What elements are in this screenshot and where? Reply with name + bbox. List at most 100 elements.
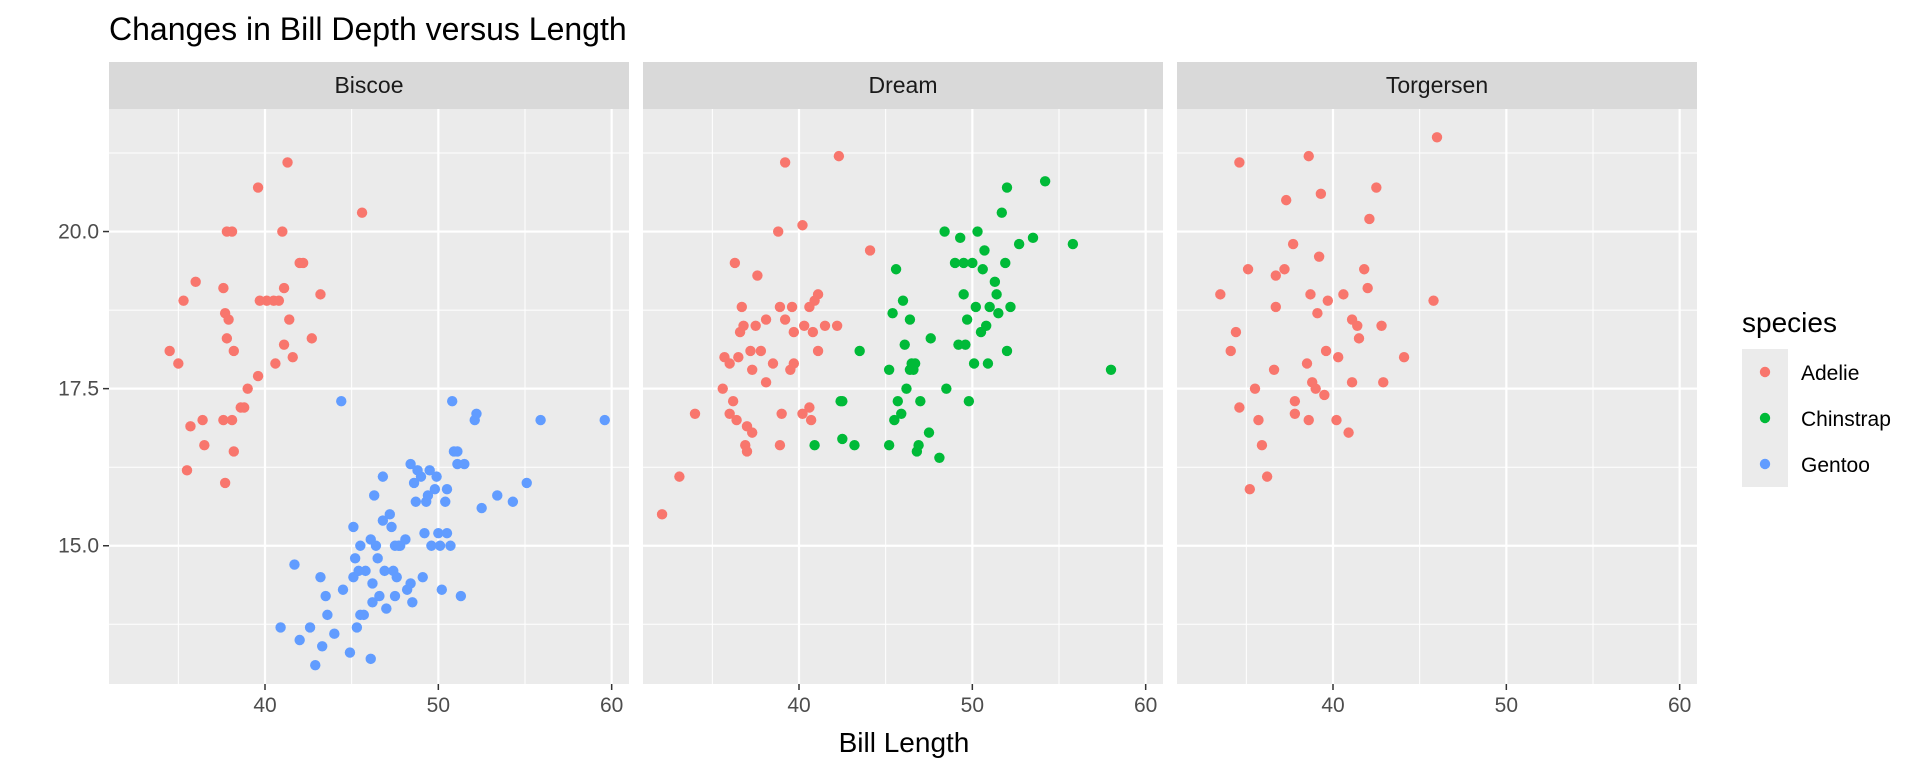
data-point: [963, 396, 975, 407]
data-point: [1353, 333, 1365, 344]
panel-background: [1177, 109, 1697, 684]
data-point: [1343, 427, 1354, 438]
y-tick-label: 15.0: [58, 535, 99, 558]
data-point: [379, 565, 390, 577]
data-point: [1013, 238, 1025, 250]
data-point: [320, 590, 331, 602]
data-point: [405, 578, 416, 589]
data-point: [1305, 289, 1316, 300]
data-point: [173, 358, 184, 369]
x-tick-label: 50: [1495, 694, 1518, 717]
data-point: [294, 634, 305, 646]
data-point: [1261, 471, 1273, 482]
data-point: [901, 383, 912, 394]
data-point: [1359, 264, 1370, 275]
data-point: [317, 641, 328, 652]
data-point: [410, 496, 421, 507]
data-point: [890, 264, 902, 275]
facet-strip-label: Biscoe: [334, 72, 403, 98]
data-point: [181, 465, 193, 476]
facet-biscoe: Biscoe 40 50 60 15.0 17.5 20.0: [58, 62, 629, 717]
data-point: [915, 396, 926, 407]
data-point: [1270, 270, 1282, 281]
data-point: [747, 364, 758, 375]
data-point: [1346, 377, 1358, 388]
x-tick-label: 50: [961, 694, 984, 717]
data-point: [1234, 157, 1245, 168]
data-point: [178, 295, 189, 306]
data-point: [417, 571, 428, 583]
data-point: [972, 226, 983, 237]
data-point: [788, 358, 799, 369]
data-point: [979, 245, 990, 256]
data-point: [837, 396, 848, 407]
series-adelie: [656, 150, 876, 520]
data-point: [797, 408, 808, 419]
data-point: [365, 653, 376, 665]
x-tick-label: 60: [1134, 694, 1157, 717]
data-point: [386, 521, 397, 533]
data-point: [738, 320, 749, 332]
data-point: [977, 264, 988, 275]
data-point: [1256, 440, 1268, 451]
data-point: [226, 414, 238, 426]
data-point: [358, 609, 369, 621]
data-point: [904, 314, 916, 325]
data-point: [1331, 414, 1342, 426]
panel-background: [109, 109, 629, 684]
data-point: [218, 414, 229, 426]
data-point: [228, 345, 239, 357]
legend-label-gentoo: Gentoo: [1801, 454, 1870, 477]
data-point: [984, 301, 995, 313]
data-point: [797, 220, 808, 231]
legend-key-chinstrap: [1759, 412, 1771, 424]
data-point: [736, 301, 747, 313]
data-point: [355, 540, 366, 551]
legend-title: species: [1742, 307, 1837, 338]
data-point: [731, 414, 742, 426]
data-point: [393, 540, 404, 551]
data-point: [1230, 326, 1242, 338]
data-point: [356, 207, 368, 218]
data-point: [741, 446, 753, 457]
data-point: [1249, 383, 1261, 394]
data-point: [1338, 289, 1349, 300]
data-point: [958, 289, 969, 300]
data-point: [913, 440, 924, 451]
data-point: [991, 289, 1002, 300]
data-point: [689, 408, 701, 419]
data-point: [941, 383, 952, 394]
data-point: [304, 622, 316, 633]
data-point: [760, 377, 772, 388]
data-point: [434, 540, 446, 551]
data-point: [228, 446, 239, 457]
data-point: [336, 396, 347, 407]
data-point: [221, 333, 233, 344]
data-point: [788, 326, 799, 338]
data-point: [441, 527, 453, 539]
data-point: [1067, 238, 1079, 250]
data-point: [1362, 282, 1373, 294]
data-point: [961, 314, 973, 325]
data-point: [388, 565, 399, 577]
legend-label-chinstrap: Chinstrap: [1801, 408, 1891, 431]
data-point: [1320, 345, 1332, 357]
data-point: [1333, 352, 1344, 363]
legend-key-adelie: [1759, 366, 1771, 378]
data-point: [1371, 182, 1382, 193]
data-point: [981, 320, 992, 332]
data-point: [1225, 345, 1236, 357]
data-point: [252, 182, 264, 193]
data-point: [507, 496, 519, 507]
data-point: [955, 232, 966, 244]
data-point: [883, 364, 895, 375]
data-point: [1315, 188, 1327, 200]
data-point: [1303, 414, 1314, 426]
data-point: [419, 527, 430, 539]
x-tick-label: 40: [253, 694, 276, 717]
data-point: [925, 333, 936, 344]
data-point: [315, 289, 326, 300]
data-point: [909, 358, 921, 369]
data-point: [812, 345, 824, 357]
